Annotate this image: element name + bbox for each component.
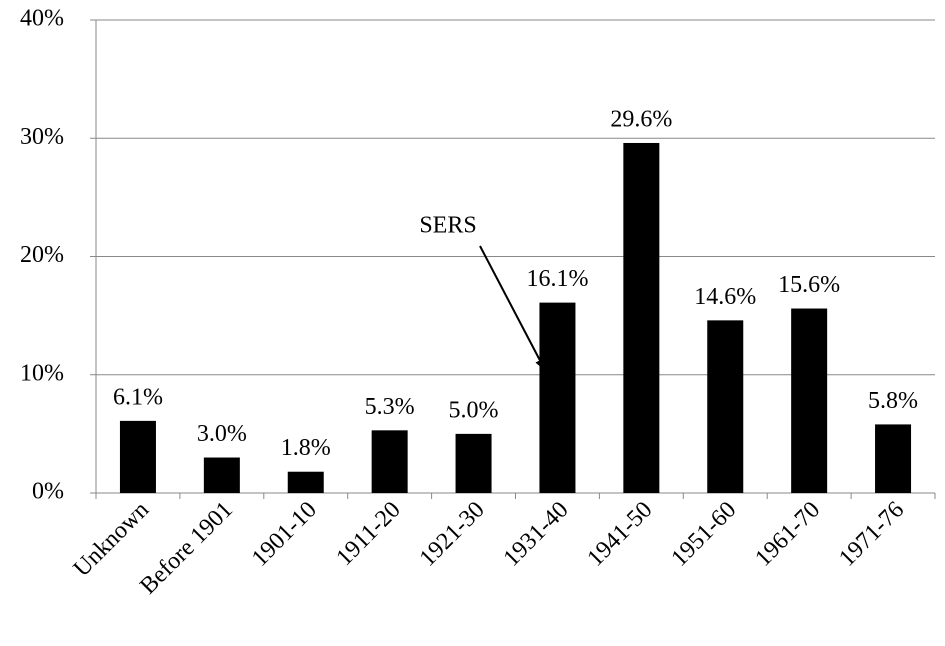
- value-label: 29.6%: [610, 106, 672, 132]
- y-tick-label: 30%: [20, 124, 64, 150]
- bar: [371, 430, 408, 493]
- value-label: 1.8%: [281, 435, 331, 461]
- value-label: 15.6%: [778, 272, 840, 298]
- value-label: 14.6%: [694, 284, 756, 310]
- value-label: 5.3%: [365, 394, 415, 420]
- bar: [707, 320, 744, 493]
- x-tick-label: 1931-40: [499, 497, 574, 572]
- x-tick-label: 1921-30: [415, 497, 490, 572]
- x-tick-label: 1961-70: [750, 497, 825, 572]
- x-tick-label: Unknown: [69, 497, 154, 582]
- y-tick-label: 10%: [20, 360, 64, 386]
- bar: [203, 457, 240, 493]
- value-label: 5.8%: [868, 388, 918, 414]
- annotation-arrow: [479, 245, 546, 371]
- value-label: 3.0%: [197, 421, 247, 447]
- bar: [119, 420, 156, 493]
- value-label: 16.1%: [526, 266, 588, 292]
- y-tick-label: 0%: [32, 479, 64, 505]
- x-tick-label: 1901-10: [247, 497, 322, 572]
- bar: [455, 433, 492, 493]
- y-tick-label: 40%: [20, 6, 64, 32]
- x-tick-label: 1911-20: [331, 497, 405, 571]
- bar: [623, 142, 660, 494]
- annotation: SERS: [419, 213, 476, 239]
- bar: [539, 302, 576, 493]
- x-tick-label: 1971-76: [834, 497, 909, 572]
- bar: [287, 471, 324, 493]
- y-tick-label: 20%: [20, 242, 64, 268]
- x-tick-label: 1941-50: [583, 497, 658, 572]
- value-label: 6.1%: [113, 384, 163, 410]
- bar: [791, 308, 828, 493]
- bar: [875, 424, 912, 493]
- x-tick-label: 1951-60: [666, 497, 741, 572]
- value-label: 5.0%: [449, 397, 499, 423]
